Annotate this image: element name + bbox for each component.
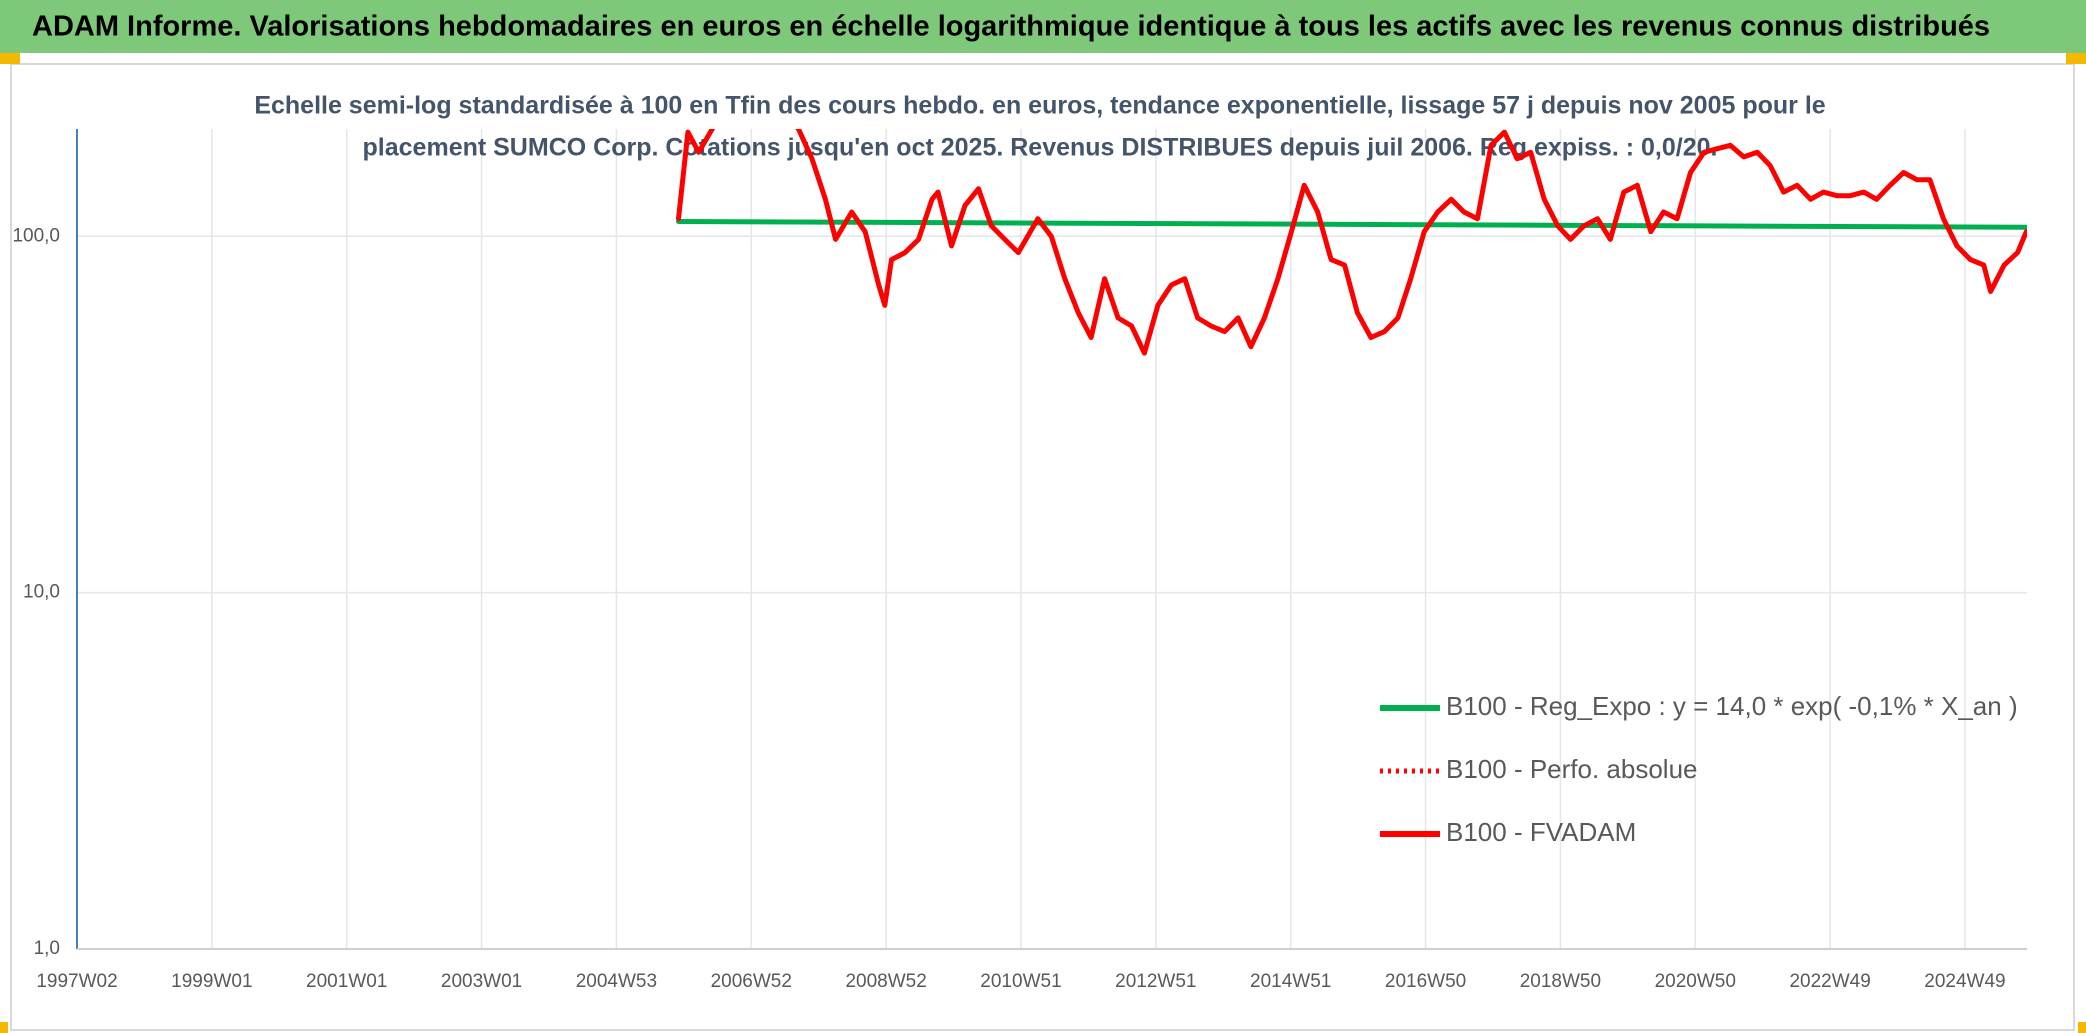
- x-tick-label: 2020W50: [1655, 971, 1736, 992]
- x-tick-label: 2016W50: [1385, 971, 1466, 992]
- header-bar: [0, 0, 2086, 53]
- x-tick-label: 2004W53: [576, 971, 657, 992]
- plot-lines: [676, 129, 2027, 356]
- legend-label: B100 - FVADAM: [1446, 817, 1636, 847]
- corner-marker: [0, 1022, 8, 1033]
- x-tick-label: 2003W01: [441, 971, 522, 992]
- legend-label: B100 - Reg_Expo : y = 14,0 * exp( -0,1% …: [1446, 691, 2018, 721]
- y-tick-label: 100,0: [12, 225, 60, 246]
- corner-marker: [0, 53, 20, 64]
- y-tick-label: 10,0: [23, 582, 60, 603]
- x-tick-label: 2024W49: [1924, 971, 2005, 992]
- x-tick-label: 2012W51: [1115, 971, 1196, 992]
- x-tick-label: 1997W02: [36, 971, 117, 992]
- x-tick-label: 2014W51: [1250, 971, 1331, 992]
- series-line: [676, 219, 2027, 230]
- chart-frame: [10, 63, 2075, 1031]
- x-tick-label: 2010W51: [980, 971, 1061, 992]
- corner-marker: [2078, 1022, 2086, 1033]
- x-tick-label: 2006W52: [711, 971, 792, 992]
- legend: B100 - Reg_Expo : y = 14,0 * exp( -0,1% …: [1380, 691, 2018, 847]
- series-line: [676, 129, 2027, 356]
- legend-label: B100 - Perfo. absolue: [1446, 754, 1698, 784]
- y-tick-label: 1,0: [34, 938, 60, 959]
- x-tick-label: 2022W49: [1789, 971, 1870, 992]
- x-tick-label: 2008W52: [845, 971, 926, 992]
- x-tick-label: 1999W01: [171, 971, 252, 992]
- chart-subtitle: Echelle semi-log standardisée à 100 en T…: [254, 92, 1825, 120]
- chart-title: ADAM Informe. Valorisations hebdomadaire…: [32, 11, 1990, 43]
- x-tick-label: 2018W50: [1520, 971, 1601, 992]
- grid: 1997W02 1999W01 2001W01 2003W01 2004W53 2006W…: [12, 129, 2027, 992]
- x-tick-label: 2001W01: [306, 971, 387, 992]
- corner-marker: [2066, 53, 2086, 64]
